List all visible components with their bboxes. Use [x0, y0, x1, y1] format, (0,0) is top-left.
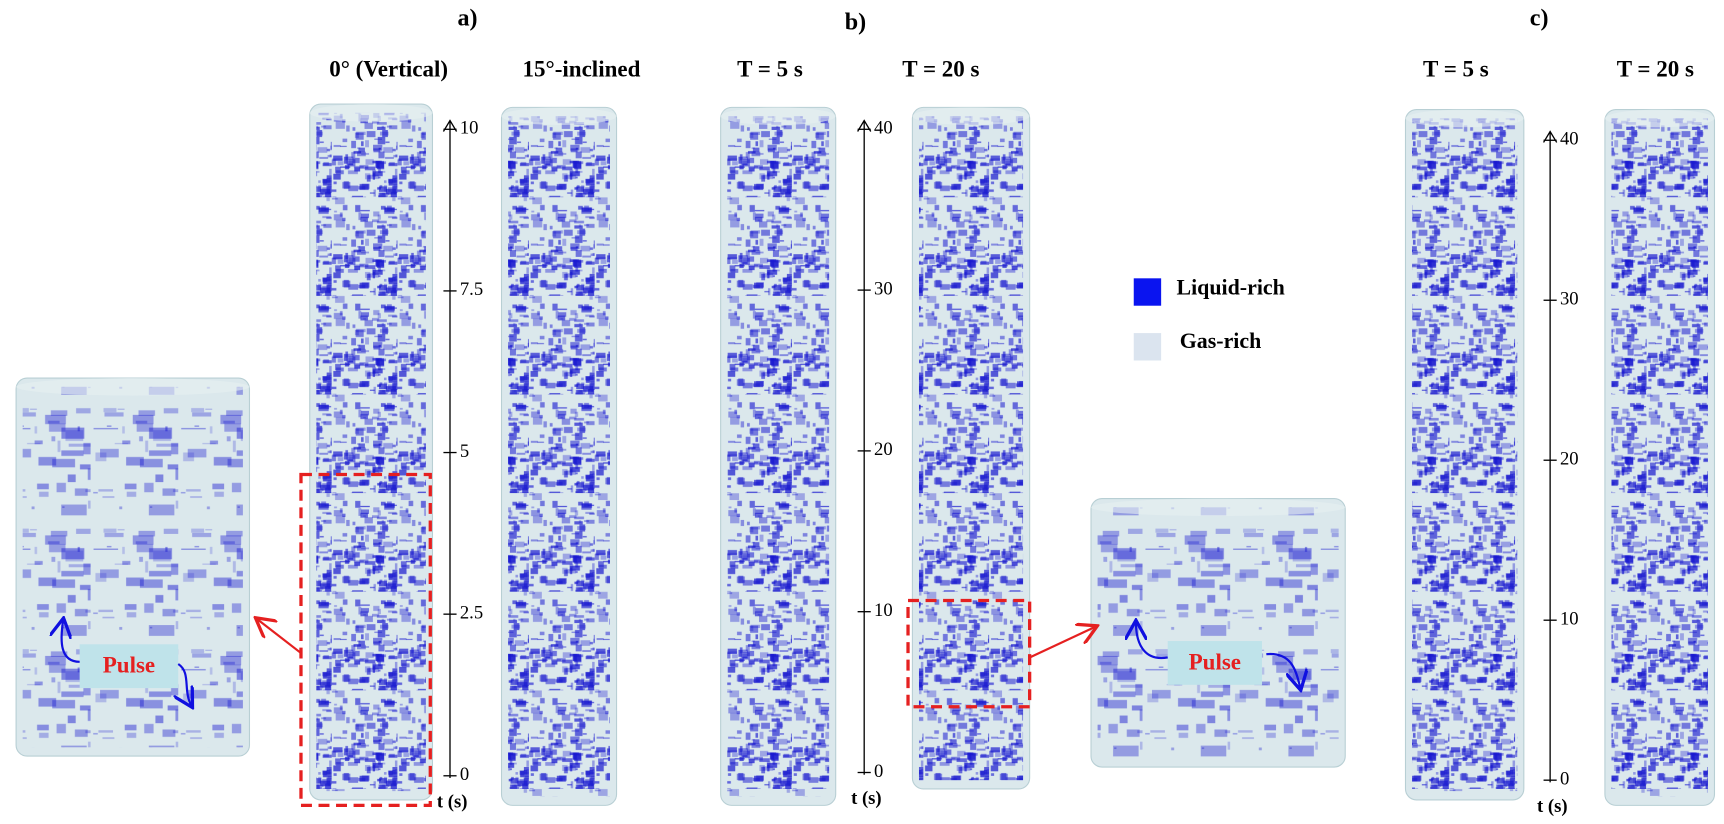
legend-swatch: [1133, 333, 1162, 361]
phase-distribution: [508, 116, 610, 797]
cylinder-cap: [1604, 109, 1715, 128]
flow-arrow: [1266, 653, 1300, 688]
panel-label: c): [1530, 5, 1549, 31]
cylinder-cap: [16, 378, 250, 396]
legend-label: Gas-rich: [1180, 328, 1262, 353]
tick-label: 0: [1560, 768, 1569, 789]
axis-label: t (s): [851, 788, 882, 809]
tick-label: 7.5: [460, 279, 483, 300]
legend-swatch: [1133, 278, 1162, 306]
tick-label: 40: [874, 118, 893, 139]
tick-label: 30: [874, 278, 893, 299]
cylinder-cap: [501, 107, 617, 125]
zoom-arrow: [1029, 627, 1096, 659]
tick-label: 10: [1560, 608, 1579, 629]
column-title: T = 5 s: [1423, 56, 1489, 82]
annotation: Pulse: [1189, 648, 1241, 674]
tick-label: 0: [460, 764, 469, 785]
flow-arrow: [62, 620, 80, 663]
tick-label: 10: [874, 600, 893, 621]
tick-label: 40: [1560, 129, 1579, 150]
phase-distribution: [22, 386, 243, 748]
flow-arrow: [1136, 622, 1168, 660]
cylinder-cap: [720, 107, 836, 125]
column-title: T = 20 s: [902, 56, 979, 82]
tick-label: 5: [460, 441, 469, 462]
cylinder-cap: [1405, 109, 1524, 128]
phase-distribution: [1611, 118, 1708, 797]
column-title: 15°-inclined: [523, 56, 641, 82]
phase-distribution: [918, 116, 1024, 781]
legend-label: Liquid-rich: [1176, 274, 1284, 299]
cylinder-cap: [309, 104, 433, 122]
flow-arrow: [178, 663, 191, 706]
tick-label: 20: [874, 439, 893, 460]
tick-label: 0: [874, 761, 883, 782]
panel-label: b): [845, 10, 866, 36]
tick-label: 20: [1560, 448, 1579, 469]
column-title: T = 20 s: [1617, 56, 1694, 82]
axis-label: t (s): [437, 791, 468, 812]
content: a) b) c) 0° (Vertical) 15°-inclined T = 5 s T …: [15, 5, 1716, 817]
cylinder-cap: [912, 107, 1030, 125]
cylinder-cap: [1091, 498, 1346, 517]
zoom-box: [299, 472, 432, 808]
tick-label: 2.5: [460, 602, 483, 623]
tick-label: 10: [460, 118, 479, 139]
axis-label: t (s): [1537, 796, 1568, 817]
zoom-box: [906, 598, 1032, 709]
axis-arrow: [857, 119, 872, 132]
annotation-box: [79, 644, 179, 689]
zoom-arrow: [257, 619, 302, 654]
phase-distribution: [1097, 507, 1339, 759]
panel-label: a): [457, 5, 477, 31]
tick-label: 30: [1560, 288, 1579, 309]
axis-arrow: [442, 119, 458, 132]
column-title: T = 5 s: [737, 56, 803, 82]
phase-distribution: [1412, 118, 1518, 792]
axis-arrow: [1542, 130, 1558, 143]
annotation-box: [1167, 641, 1262, 685]
annotation: Pulse: [103, 652, 155, 678]
column-title: 0° (Vertical): [329, 56, 448, 82]
phase-distribution: [316, 112, 426, 792]
phase-distribution: [727, 116, 830, 797]
